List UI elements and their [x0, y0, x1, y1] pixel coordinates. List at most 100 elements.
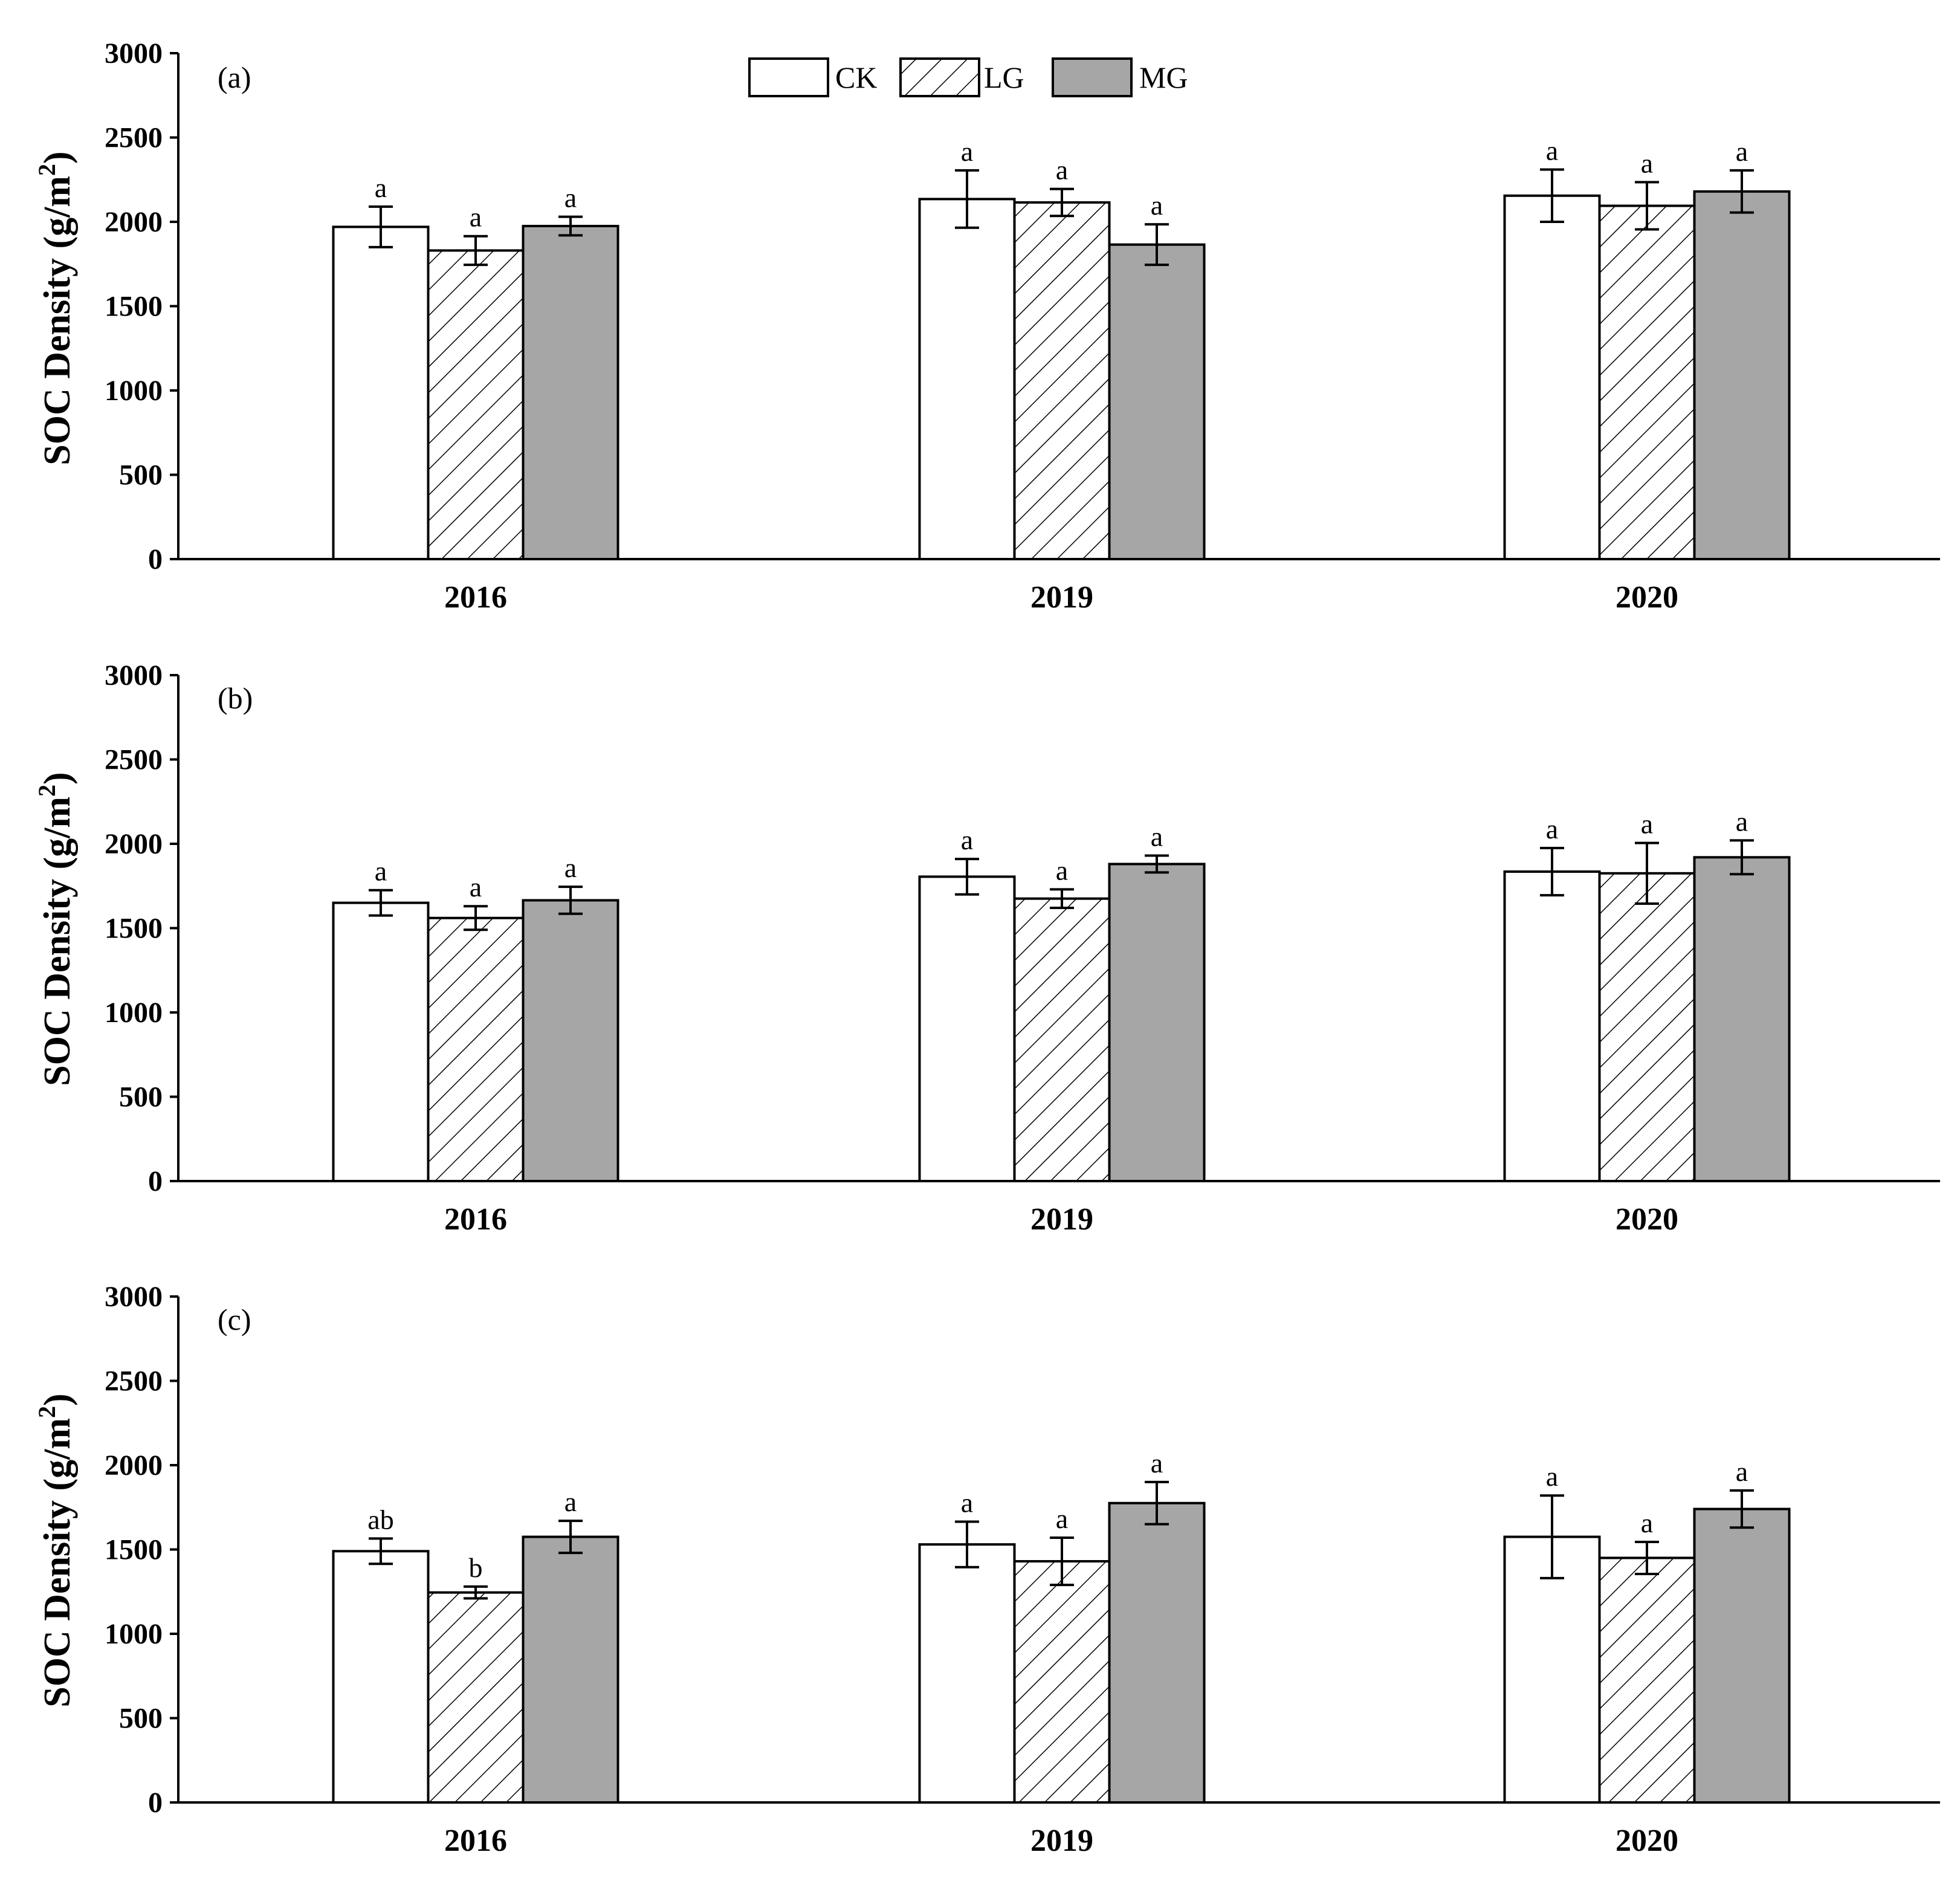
x-category-label: 2019	[1030, 1824, 1093, 1858]
y-tick-label: 1000	[105, 1618, 163, 1650]
bar-lg-2020	[1598, 204, 1696, 560]
significance-letter: a	[961, 1487, 973, 1518]
significance-letter: a	[1641, 809, 1653, 840]
significance-letter: a	[470, 872, 482, 902]
y-tick-label: 1000	[105, 997, 163, 1029]
y-tick-label: 2500	[105, 122, 163, 154]
significance-letter: a	[1056, 1503, 1068, 1534]
panel-label: (c)	[218, 1303, 251, 1336]
y-axis-title-close: )	[37, 772, 78, 785]
x-category-label: 2020	[1616, 1824, 1678, 1858]
y-tick-label: 0	[148, 1165, 163, 1197]
significance-letter: a	[1056, 855, 1068, 886]
y-tick-label: 2000	[105, 1449, 163, 1481]
significance-letter: a	[1151, 1448, 1163, 1478]
y-axis-title-sup: 2	[33, 164, 60, 176]
bar-ck-2019	[918, 198, 1016, 560]
y-axis-title: SOC Density (g/m2)	[33, 772, 78, 1086]
significance-letter: a	[1736, 136, 1748, 167]
bar-ck-2020	[1503, 1535, 1601, 1804]
significance-letter: a	[1151, 821, 1163, 852]
bar-mg-2020	[1693, 190, 1791, 560]
y-axis-title-close: )	[37, 1393, 78, 1406]
bar-mg-2020	[1693, 856, 1791, 1182]
panel-label: (b)	[218, 681, 253, 715]
legend-label-lg: LG	[984, 60, 1024, 94]
bar-ck-2016	[332, 901, 430, 1183]
significance-letter: a	[564, 852, 577, 883]
significance-letter: a	[1546, 1461, 1558, 1492]
significance-letter: a	[961, 824, 973, 855]
y-tick-label: 2500	[105, 1365, 163, 1397]
bar-lg-2016	[427, 916, 525, 1182]
y-axis-title: SOC Density (g/m2)	[33, 1393, 78, 1707]
significance-letter: b	[469, 1552, 483, 1583]
y-tick-label: 1500	[105, 291, 163, 323]
legend-label-mg: MG	[1139, 60, 1188, 94]
bar-mg-2016	[522, 1535, 619, 1804]
x-category-label: 2016	[444, 1824, 507, 1858]
y-tick-label: 0	[148, 543, 163, 575]
significance-letter: a	[375, 172, 387, 203]
x-category-label: 2019	[1030, 1202, 1093, 1237]
x-category-label: 2019	[1030, 580, 1093, 615]
bar-ck-2020	[1503, 870, 1601, 1183]
panel-label: (a)	[218, 60, 251, 94]
significance-letter: a	[1736, 806, 1748, 837]
panel-b: (b) SOC Density (g/m2) a a a a a a a a a 0 500 1000…	[33, 659, 1940, 1237]
y-tick-label: 2000	[105, 206, 163, 238]
bar-lg-2016	[427, 1591, 525, 1804]
y-tick-label: 1500	[105, 913, 163, 945]
bar-mg-2019	[1108, 863, 1206, 1182]
bar-ck-2019	[918, 1543, 1016, 1804]
bar-mg-2019	[1108, 243, 1206, 561]
bar-lg-2016	[427, 249, 525, 560]
bar-ck-2016	[332, 1550, 430, 1804]
y-axis-title-sup: 2	[33, 1406, 60, 1418]
significance-letter: a	[564, 183, 577, 213]
significance-letter: a	[1736, 1456, 1748, 1487]
y-axis-title-sup: 2	[33, 785, 60, 797]
significance-letter: a	[1546, 814, 1558, 844]
y-tick-label: 3000	[105, 659, 163, 691]
bar-mg-2020	[1693, 1507, 1791, 1804]
x-category-label: 2020	[1616, 580, 1678, 615]
y-tick-label: 500	[119, 459, 163, 491]
x-category-label: 2020	[1616, 1202, 1678, 1237]
y-tick-label: 3000	[105, 37, 163, 70]
bar-lg-2020	[1598, 872, 1696, 1182]
y-tick-label: 1500	[105, 1534, 163, 1566]
x-category-label: 2016	[444, 580, 507, 615]
x-category-label: 2016	[444, 1202, 507, 1237]
y-tick-label: 1000	[105, 375, 163, 407]
legend-label-ck: CK	[835, 60, 877, 94]
panel-a: (a) SOC Density (g/m2) a a a a a a a a a 0 500 1000…	[33, 37, 1940, 615]
significance-letter: a	[1056, 155, 1068, 186]
bar-ck-2016	[332, 225, 430, 560]
y-axis-title: SOC Density (g/m2)	[33, 151, 78, 465]
bar-lg-2020	[1598, 1556, 1696, 1804]
significance-letter: a	[961, 136, 973, 167]
bar-mg-2016	[522, 899, 619, 1182]
bar-mg-2016	[522, 224, 619, 561]
y-tick-label: 2000	[105, 828, 163, 860]
legend-swatch-lg	[899, 57, 980, 97]
y-tick-label: 2500	[105, 744, 163, 776]
y-axis-title-close: )	[37, 151, 78, 164]
significance-letter: a	[1641, 1507, 1653, 1538]
bar-ck-2020	[1503, 194, 1601, 560]
y-axis-title-main: SOC Density (g/m	[37, 1418, 78, 1708]
bar-ck-2019	[918, 875, 1016, 1183]
significance-letter: a	[564, 1486, 577, 1517]
y-tick-label: 3000	[105, 1281, 163, 1313]
legend-swatch-ck	[748, 57, 829, 97]
y-tick-label: 0	[148, 1787, 163, 1819]
significance-letter: a	[375, 856, 387, 887]
significance-letter: a	[470, 202, 482, 233]
significance-letter: a	[1151, 190, 1163, 221]
y-tick-label: 500	[119, 1703, 163, 1735]
bar-lg-2019	[1013, 201, 1111, 561]
bar-lg-2019	[1013, 897, 1111, 1183]
y-tick-label: 500	[119, 1081, 163, 1113]
significance-letter: a	[1641, 147, 1653, 178]
